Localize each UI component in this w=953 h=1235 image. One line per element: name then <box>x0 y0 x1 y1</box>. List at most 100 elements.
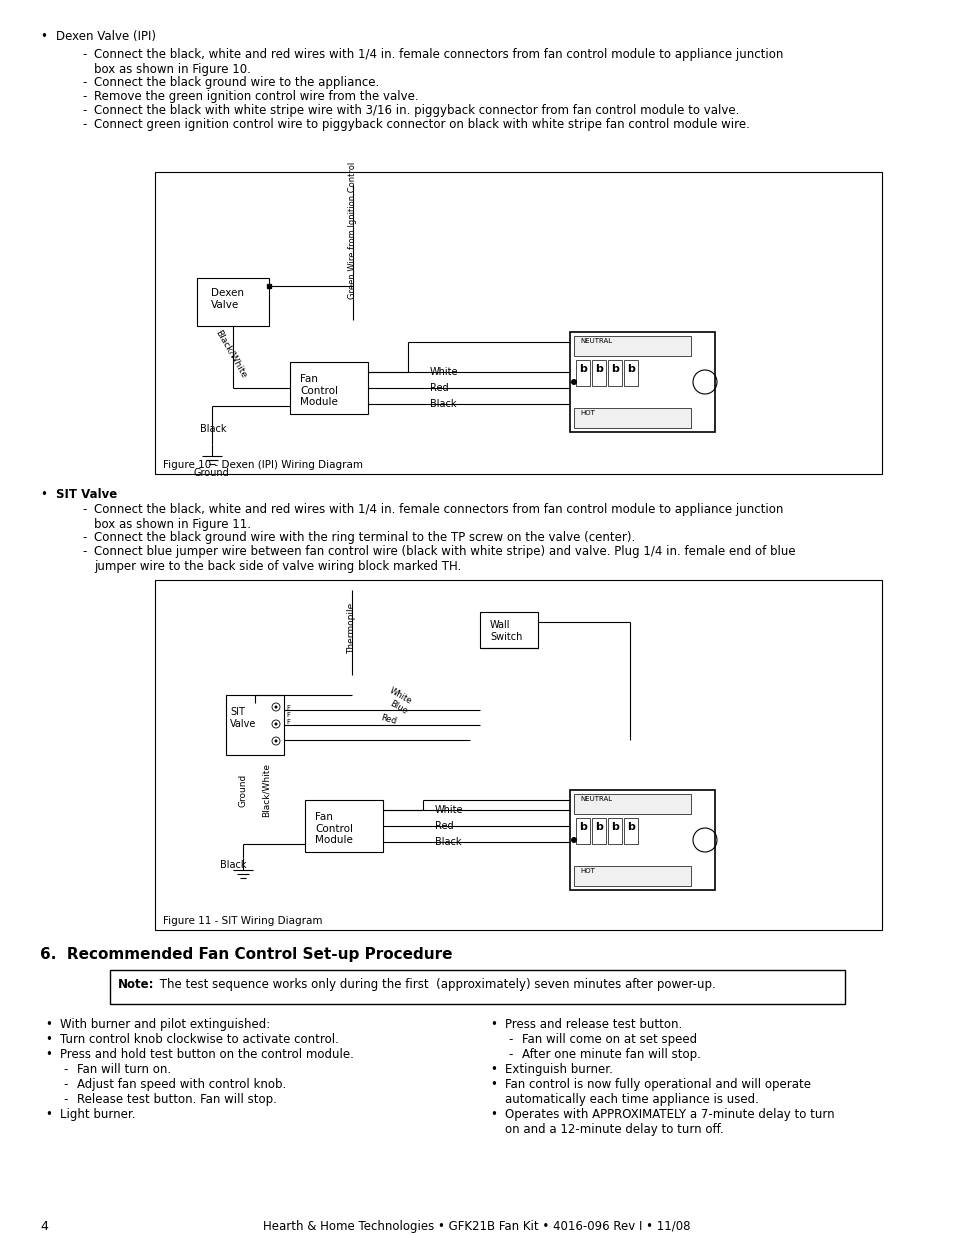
Text: -: - <box>63 1078 68 1091</box>
Text: Thermopile: Thermopile <box>347 603 356 653</box>
Text: Black/White: Black/White <box>261 763 271 818</box>
Text: -: - <box>507 1049 512 1061</box>
Bar <box>226 695 284 755</box>
Text: Extinguish burner.: Extinguish burner. <box>504 1063 612 1076</box>
Bar <box>592 359 605 387</box>
Text: 4: 4 <box>40 1220 48 1233</box>
Text: b: b <box>595 823 602 832</box>
Text: b: b <box>610 364 618 374</box>
Bar <box>154 172 882 474</box>
Bar <box>592 818 605 844</box>
Circle shape <box>571 837 577 844</box>
Bar <box>574 408 690 429</box>
Text: Black: Black <box>200 424 226 433</box>
Text: Connect the black with white stripe wire with 3/16 in. piggyback connector from : Connect the black with white stripe wire… <box>94 104 739 117</box>
Text: Fan
Control
Module: Fan Control Module <box>299 374 337 408</box>
Text: HOT: HOT <box>579 868 595 874</box>
Bar <box>607 359 621 387</box>
Text: Black: Black <box>430 399 456 409</box>
Text: -: - <box>82 545 87 558</box>
Bar <box>574 866 690 885</box>
Bar <box>110 969 844 1004</box>
Text: Connect the black, white and red wires with 1/4 in. female connectors from fan c: Connect the black, white and red wires w… <box>94 48 782 77</box>
Bar <box>305 800 382 852</box>
Text: SIT
Valve: SIT Valve <box>230 706 256 729</box>
Text: The test sequence works only during the first  (approximately) seven minutes aft: The test sequence works only during the … <box>156 978 715 990</box>
Text: •: • <box>45 1032 51 1046</box>
Text: Ground: Ground <box>193 468 230 478</box>
Bar <box>569 332 714 432</box>
Text: Remove the green ignition control wire from the valve.: Remove the green ignition control wire f… <box>94 90 418 103</box>
Text: Connect blue jumper wire between fan control wire (black with white stripe) and : Connect blue jumper wire between fan con… <box>94 545 795 573</box>
Text: Operates with APPROXIMATELY a 7-minute delay to turn
on and a 12-minute delay to: Operates with APPROXIMATELY a 7-minute d… <box>504 1108 834 1136</box>
Text: Fan will turn on.: Fan will turn on. <box>77 1063 171 1076</box>
Bar <box>623 359 638 387</box>
Text: NEUTRAL: NEUTRAL <box>579 797 612 802</box>
Text: HOT: HOT <box>579 410 595 416</box>
Text: •: • <box>40 30 47 43</box>
Text: Turn control knob clockwise to activate control.: Turn control knob clockwise to activate … <box>60 1032 338 1046</box>
Text: Black: Black <box>435 837 461 847</box>
Text: White: White <box>388 685 414 706</box>
Text: 6.  Recommended Fan Control Set-up Procedure: 6. Recommended Fan Control Set-up Proced… <box>40 947 452 962</box>
Text: -: - <box>63 1063 68 1076</box>
Text: Light burner.: Light burner. <box>60 1108 135 1121</box>
Text: Fan
Control
Module: Fan Control Module <box>314 811 353 845</box>
Text: •: • <box>45 1108 51 1121</box>
Text: NEUTRAL: NEUTRAL <box>579 338 612 345</box>
Bar <box>574 336 690 356</box>
Text: •: • <box>490 1078 497 1091</box>
Text: Connect the black ground wire with the ring terminal to the TP screw on the valv: Connect the black ground wire with the r… <box>94 531 635 543</box>
Bar <box>576 359 589 387</box>
Text: Hearth & Home Technologies • GFK21B Fan Kit • 4016-096 Rev I • 11/08: Hearth & Home Technologies • GFK21B Fan … <box>263 1220 690 1233</box>
Bar <box>479 613 537 648</box>
Text: -: - <box>82 503 87 516</box>
Bar <box>607 818 621 844</box>
Text: Connect the black ground wire to the appliance.: Connect the black ground wire to the app… <box>94 77 379 89</box>
Text: Red: Red <box>430 383 448 393</box>
Text: Adjust fan speed with control knob.: Adjust fan speed with control knob. <box>77 1078 286 1091</box>
Circle shape <box>571 379 577 385</box>
Text: •: • <box>40 488 47 501</box>
Bar <box>574 794 690 814</box>
Text: F
F
F: F F F <box>286 705 290 725</box>
Text: Red: Red <box>379 713 397 726</box>
Text: •: • <box>490 1108 497 1121</box>
Text: b: b <box>626 364 634 374</box>
Text: Black/White: Black/White <box>213 329 248 379</box>
Text: -: - <box>82 77 87 89</box>
Text: Press and release test button.: Press and release test button. <box>504 1018 681 1031</box>
Text: White: White <box>435 805 463 815</box>
Text: Release test button. Fan will stop.: Release test button. Fan will stop. <box>77 1093 276 1107</box>
Text: -: - <box>82 531 87 543</box>
Text: Dexen
Valve: Dexen Valve <box>211 288 244 310</box>
Bar <box>196 278 269 326</box>
Text: Connect the black, white and red wires with 1/4 in. female connectors from fan c: Connect the black, white and red wires w… <box>94 503 782 531</box>
Circle shape <box>274 722 277 725</box>
Text: b: b <box>610 823 618 832</box>
Text: Fan control is now fully operational and will operate
automatically each time ap: Fan control is now fully operational and… <box>504 1078 810 1107</box>
Text: Wall
Switch: Wall Switch <box>490 620 522 642</box>
Text: -: - <box>82 48 87 61</box>
Text: Connect green ignition control wire to piggyback connector on black with white s: Connect green ignition control wire to p… <box>94 119 749 131</box>
Text: SIT Valve: SIT Valve <box>56 488 117 501</box>
Text: Red: Red <box>435 821 453 831</box>
Text: •: • <box>490 1018 497 1031</box>
Bar <box>154 580 882 930</box>
Text: b: b <box>595 364 602 374</box>
Text: White: White <box>430 367 458 377</box>
Text: Green Wire from Ignition Control: Green Wire from Ignition Control <box>348 162 357 299</box>
Text: With burner and pilot extinguished:: With burner and pilot extinguished: <box>60 1018 270 1031</box>
Text: •: • <box>45 1049 51 1061</box>
Bar <box>576 818 589 844</box>
Text: -: - <box>507 1032 512 1046</box>
Text: b: b <box>578 364 586 374</box>
Text: Dexen Valve (IPI): Dexen Valve (IPI) <box>56 30 156 43</box>
Text: -: - <box>63 1093 68 1107</box>
Bar <box>290 362 368 414</box>
Text: Figure 10 - Dexen (IPI) Wiring Diagram: Figure 10 - Dexen (IPI) Wiring Diagram <box>163 459 363 471</box>
Text: After one minute fan will stop.: After one minute fan will stop. <box>521 1049 700 1061</box>
Text: b: b <box>578 823 586 832</box>
Text: Fan will come on at set speed: Fan will come on at set speed <box>521 1032 697 1046</box>
Bar <box>623 818 638 844</box>
